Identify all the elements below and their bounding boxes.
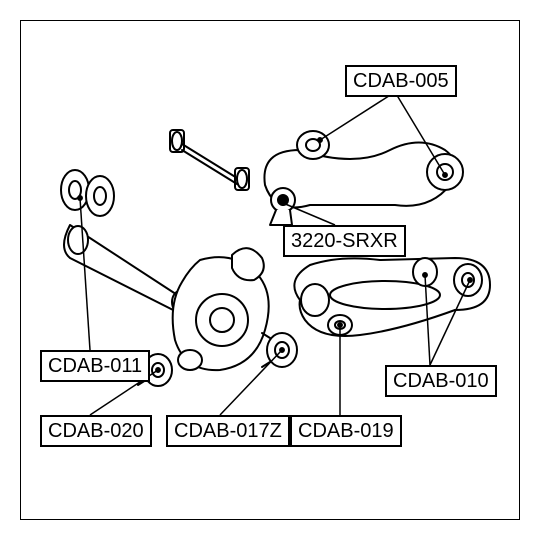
parts-drawing <box>0 0 540 540</box>
label-cdab011: CDAB-011 <box>40 350 150 382</box>
tie-rod-small <box>170 130 249 190</box>
bushing-cdab011 <box>61 170 114 216</box>
label-cdab010: CDAB-010 <box>385 365 497 397</box>
label-cdab019: CDAB-019 <box>290 415 402 447</box>
label-3220-srxr: 3220-SRXR <box>283 225 406 257</box>
bushing-cdab017z <box>262 333 297 367</box>
label-cdab017z: CDAB-017Z <box>166 415 290 447</box>
upper-control-arm <box>264 131 463 225</box>
diagram-canvas: CDAB-005 3220-SRXR CDAB-010 CDAB-011 CDA… <box>0 0 540 540</box>
label-cdab020: CDAB-020 <box>40 415 152 447</box>
lower-control-arm <box>294 258 490 336</box>
knuckle <box>173 248 269 370</box>
lateral-link-left <box>64 225 192 316</box>
label-cdab005: CDAB-005 <box>345 65 457 97</box>
